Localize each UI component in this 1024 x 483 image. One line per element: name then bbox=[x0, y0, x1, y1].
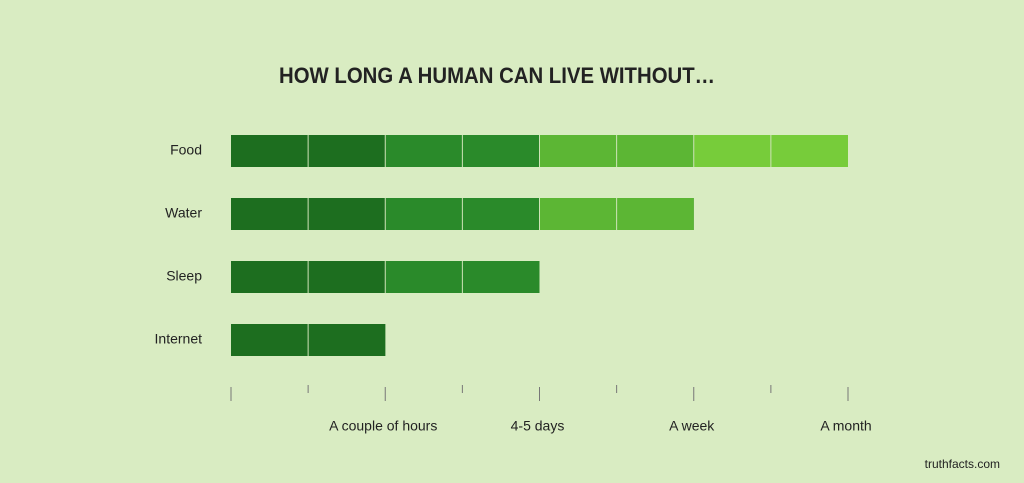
x-tick-label: A couple of hours bbox=[329, 418, 437, 434]
bar-segment bbox=[385, 198, 463, 230]
bar-segment bbox=[385, 135, 463, 167]
bar-segment bbox=[770, 135, 848, 167]
bar-segment bbox=[462, 261, 540, 293]
y-tick-label: Food bbox=[170, 142, 202, 158]
bar-segment bbox=[616, 135, 694, 167]
x-tick-label: A month bbox=[820, 418, 871, 434]
y-tick-label: Water bbox=[165, 205, 202, 221]
bar-segment bbox=[308, 324, 386, 356]
source: truthfacts.com bbox=[925, 457, 1000, 471]
bar-segment bbox=[462, 135, 540, 167]
chart-title: HOW LONG A HUMAN CAN LIVE WITHOUT… bbox=[279, 63, 715, 88]
bar-segment bbox=[462, 198, 540, 230]
x-tick-label: A week bbox=[669, 418, 715, 434]
bar-segment bbox=[231, 135, 309, 167]
bar-segment bbox=[616, 198, 694, 230]
bar-segment bbox=[231, 261, 309, 293]
bar-segment bbox=[308, 135, 386, 167]
y-tick-label: Internet bbox=[155, 331, 203, 347]
x-tick-label: 4-5 days bbox=[511, 418, 565, 434]
y-tick-label: Sleep bbox=[166, 268, 202, 284]
bar-segment bbox=[308, 198, 386, 230]
bar-segment bbox=[308, 261, 386, 293]
bar-segment bbox=[231, 324, 309, 356]
bar-segment bbox=[693, 135, 771, 167]
bar-segment bbox=[385, 261, 463, 293]
bar-segment bbox=[539, 135, 617, 167]
bar-segment bbox=[231, 198, 309, 230]
bar-segment bbox=[539, 198, 617, 230]
